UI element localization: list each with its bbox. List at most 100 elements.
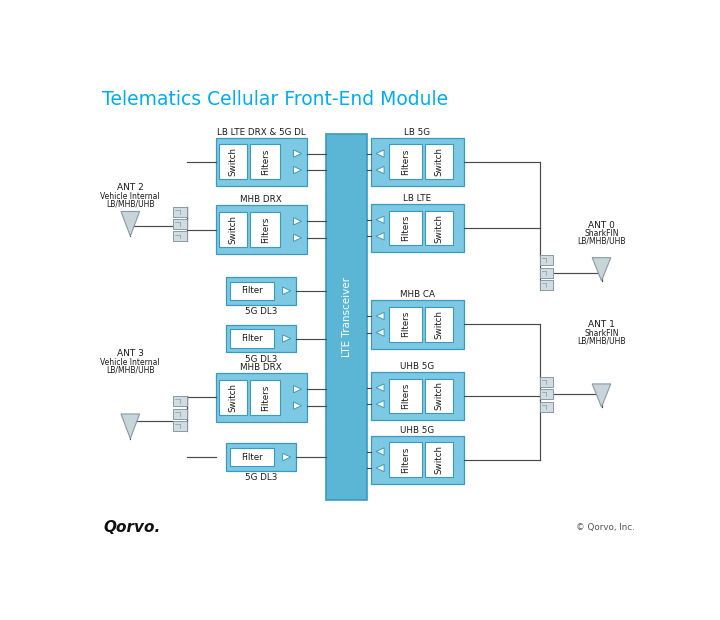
Text: © Qorvo, Inc.: © Qorvo, Inc. xyxy=(576,523,635,533)
Text: Switch: Switch xyxy=(434,148,444,176)
Text: 5G DL3: 5G DL3 xyxy=(245,355,277,364)
Bar xyxy=(173,396,187,406)
Text: LB/MHB/UHB: LB/MHB/UHB xyxy=(106,366,155,374)
Polygon shape xyxy=(376,329,384,336)
Bar xyxy=(389,443,422,477)
Polygon shape xyxy=(376,216,384,223)
Polygon shape xyxy=(294,166,302,174)
Text: Filters: Filters xyxy=(401,311,410,337)
Bar xyxy=(389,211,422,246)
Text: SharkFIN: SharkFIN xyxy=(584,329,618,338)
Text: Switch: Switch xyxy=(434,445,444,474)
Bar xyxy=(539,280,554,290)
Text: Filters: Filters xyxy=(401,383,410,409)
Text: Filter: Filter xyxy=(241,453,263,461)
Bar xyxy=(371,371,464,420)
Bar xyxy=(425,211,453,246)
Text: ANT 1: ANT 1 xyxy=(588,320,615,329)
Polygon shape xyxy=(376,166,384,174)
Bar xyxy=(220,212,248,247)
Polygon shape xyxy=(593,258,611,281)
Polygon shape xyxy=(376,401,384,408)
Polygon shape xyxy=(294,150,302,157)
Bar xyxy=(173,421,187,431)
Polygon shape xyxy=(376,150,384,157)
Bar xyxy=(220,380,248,415)
Bar xyxy=(230,448,274,466)
Text: MHB DRX: MHB DRX xyxy=(240,195,282,205)
Text: MHB CA: MHB CA xyxy=(400,290,435,299)
Polygon shape xyxy=(376,312,384,320)
Text: LB LTE: LB LTE xyxy=(403,194,431,203)
Text: Vehicle Internal: Vehicle Internal xyxy=(101,358,160,367)
Text: Switch: Switch xyxy=(229,148,238,176)
Bar xyxy=(326,135,366,500)
Text: ANT 3: ANT 3 xyxy=(117,350,144,358)
Text: ANT 2: ANT 2 xyxy=(117,183,144,192)
Bar xyxy=(371,138,464,186)
Bar xyxy=(539,389,554,399)
Text: LB LTE DRX & 5G DL: LB LTE DRX & 5G DL xyxy=(217,128,306,136)
Polygon shape xyxy=(121,211,140,236)
Text: Filters: Filters xyxy=(401,446,410,473)
Text: MHB DRX: MHB DRX xyxy=(240,363,282,372)
Text: Vehicle Internal: Vehicle Internal xyxy=(101,192,160,200)
Polygon shape xyxy=(121,414,140,438)
Bar xyxy=(173,207,187,217)
Bar xyxy=(389,144,422,179)
Bar xyxy=(226,277,296,304)
Bar xyxy=(425,379,453,413)
Bar xyxy=(539,255,554,265)
Bar xyxy=(230,281,274,300)
Text: Qorvo.: Qorvo. xyxy=(104,520,161,536)
Text: Filters: Filters xyxy=(401,149,410,175)
Text: ANT 0: ANT 0 xyxy=(588,221,615,230)
Text: SharkFIN: SharkFIN xyxy=(584,229,618,238)
Text: Filters: Filters xyxy=(261,216,270,243)
Bar xyxy=(251,212,280,247)
Polygon shape xyxy=(376,448,384,455)
Text: 5G DL3: 5G DL3 xyxy=(245,474,277,482)
Polygon shape xyxy=(376,464,384,472)
Bar xyxy=(251,380,280,415)
Text: UHB 5G: UHB 5G xyxy=(400,361,434,371)
Text: Filter: Filter xyxy=(241,334,263,343)
Polygon shape xyxy=(282,335,291,342)
Text: LTE Transceiver: LTE Transceiver xyxy=(341,277,351,357)
Text: Filter: Filter xyxy=(241,286,263,295)
Bar xyxy=(226,443,296,471)
Bar xyxy=(371,300,464,348)
Polygon shape xyxy=(294,234,302,242)
Bar xyxy=(425,144,453,179)
Text: LB/MHB/UHB: LB/MHB/UHB xyxy=(577,237,626,246)
Bar xyxy=(173,219,187,229)
Bar xyxy=(371,204,464,252)
Text: Switch: Switch xyxy=(434,310,444,339)
Text: Switch: Switch xyxy=(434,213,444,242)
Text: LB 5G: LB 5G xyxy=(404,128,430,136)
Polygon shape xyxy=(282,453,291,461)
Text: Switch: Switch xyxy=(229,215,238,244)
Bar xyxy=(425,307,453,342)
Bar xyxy=(389,379,422,413)
Bar xyxy=(389,307,422,342)
Bar xyxy=(371,435,464,484)
Polygon shape xyxy=(294,218,302,225)
Polygon shape xyxy=(282,287,291,294)
Text: Switch: Switch xyxy=(229,383,238,412)
Bar xyxy=(251,144,280,179)
Text: LB/MHB/UHB: LB/MHB/UHB xyxy=(106,199,155,208)
Text: UHB 5G: UHB 5G xyxy=(400,426,434,435)
Text: LB/MHB/UHB: LB/MHB/UHB xyxy=(577,336,626,345)
Bar xyxy=(539,268,554,278)
Text: Filters: Filters xyxy=(261,149,270,175)
Text: Filters: Filters xyxy=(261,384,270,410)
Text: 5G DL3: 5G DL3 xyxy=(245,307,277,316)
Bar xyxy=(215,138,307,186)
Text: Filters: Filters xyxy=(401,215,410,241)
Bar xyxy=(215,373,307,422)
Polygon shape xyxy=(294,402,302,409)
Polygon shape xyxy=(376,232,384,240)
Bar xyxy=(539,377,554,387)
Polygon shape xyxy=(294,386,302,393)
